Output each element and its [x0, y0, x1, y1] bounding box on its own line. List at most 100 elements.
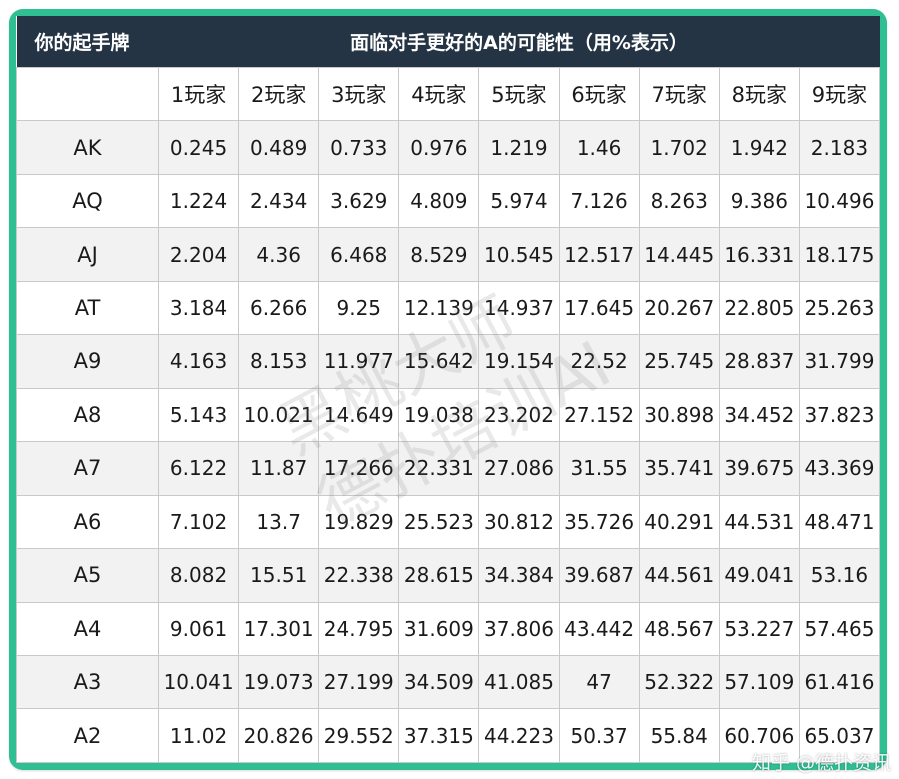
- column-header: 4玩家: [398, 66, 480, 122]
- row-hand-label: AJ: [16, 227, 159, 282]
- table-cell: 17.645: [558, 280, 640, 336]
- table-cell: 37.315: [398, 708, 480, 763]
- table-cell: 27.199: [318, 654, 400, 710]
- column-header: 8玩家: [718, 66, 800, 122]
- table-cell: 18.175: [798, 227, 880, 282]
- table-cell: 57.109: [718, 654, 800, 710]
- table-cell: 16.331: [718, 227, 800, 282]
- table-cell: 41.085: [478, 654, 560, 710]
- table-cell: 8.529: [398, 227, 480, 282]
- table-cell: 28.837: [718, 334, 800, 389]
- table-cell: 43.442: [558, 601, 640, 656]
- table-cell: 31.799: [798, 334, 880, 389]
- column-header: 1玩家: [157, 66, 240, 122]
- table-cell: 60.706: [718, 708, 800, 763]
- table-cell: 24.795: [318, 601, 400, 656]
- table-cell: 8.153: [238, 334, 320, 389]
- table-cell: 6.266: [238, 280, 320, 336]
- table-cell: 1.46: [558, 120, 640, 175]
- column-header: 2玩家: [238, 66, 320, 122]
- table-cell: 0.489: [238, 120, 320, 175]
- table-cell: 31.55: [558, 441, 640, 496]
- table-cell: 61.416: [798, 654, 880, 710]
- table-cell: 27.152: [558, 387, 640, 443]
- table-cell: 22.331: [398, 441, 480, 496]
- row-hand-label: A2: [16, 708, 159, 763]
- table-cell: 12.517: [558, 227, 640, 282]
- column-header: 3玩家: [318, 66, 400, 122]
- table-cell: 52.322: [638, 654, 720, 710]
- table-cell: 53.227: [718, 601, 800, 656]
- table-body: 1玩家 2玩家 3玩家 4玩家 5玩家 6玩家 7玩家 8玩家 9玩家 AK 0.245 0.489…: [16, 66, 880, 763]
- table-cell: 43.369: [798, 441, 880, 496]
- table-cell: 13.7: [238, 494, 320, 550]
- row-hand-label: AT: [16, 280, 159, 336]
- table-cell: 5.974: [478, 173, 560, 229]
- table-cell: 29.552: [318, 708, 400, 763]
- row-hand-label: A8: [16, 387, 159, 443]
- row-hand-label: A3: [16, 654, 159, 710]
- table-cell: 9.061: [157, 601, 240, 656]
- row-hand-label: A6: [16, 494, 159, 550]
- table-cell: 14.445: [638, 227, 720, 282]
- table-row: AJ 2.204 4.36 6.468 8.529 10.545 12.517 14.445 1…: [16, 227, 880, 282]
- table-cell: 14.649: [318, 387, 400, 443]
- table-row: A3 10.041 19.073 27.199 34.509 41.085 47 52.322…: [16, 654, 880, 710]
- table-cell: 10.041: [157, 654, 240, 710]
- table-cell: 22.52: [558, 334, 640, 389]
- table-cell: 30.812: [478, 494, 560, 550]
- table-cell: 44.561: [638, 548, 720, 603]
- table-cell: 49.041: [718, 548, 800, 603]
- table-row: AQ 1.224 2.434 3.629 4.809 5.974 7.126 8.263 9.3…: [16, 173, 880, 229]
- table-panel: 你的起手牌 面临对手更好的A的可能性（用%表示） 1玩家 2玩家 3玩家 4玩家 5玩家…: [16, 16, 880, 763]
- table-cell: 28.615: [398, 548, 480, 603]
- table-cell: 2.183: [798, 120, 880, 175]
- table-cell: 4.163: [157, 334, 240, 389]
- table-cell: 15.642: [398, 334, 480, 389]
- table-cell: 19.829: [318, 494, 400, 550]
- table-cell: 4.36: [238, 227, 320, 282]
- table-cell: 22.338: [318, 548, 400, 603]
- table-cell: 6.468: [318, 227, 400, 282]
- table-row: A2 11.02 20.826 29.552 37.315 44.223 50.37 55.8…: [16, 708, 880, 763]
- table-cell: 17.301: [238, 601, 320, 656]
- table-cell: 65.037: [798, 708, 880, 763]
- table-cell: 1.702: [638, 120, 720, 175]
- table-cell: 5.143: [157, 387, 240, 443]
- table-cell: 53.16: [798, 548, 880, 603]
- table-cell: 34.509: [398, 654, 480, 710]
- table-cell: 19.154: [478, 334, 560, 389]
- table-cell: 9.25: [318, 280, 400, 336]
- table-cell: 3.184: [157, 280, 240, 336]
- table-cell: 39.687: [558, 548, 640, 603]
- row-hand-label: A7: [16, 441, 159, 496]
- table-row: A8 5.143 10.021 14.649 19.038 23.202 27.152 30.…: [16, 387, 880, 443]
- table-cell: 10.496: [798, 173, 880, 229]
- table-cell: 30.898: [638, 387, 720, 443]
- table-cell: 7.102: [157, 494, 240, 550]
- table-cell: 12.139: [398, 280, 480, 336]
- table-cell: 0.733: [318, 120, 400, 175]
- column-header: 6玩家: [558, 66, 640, 122]
- table-cell: 2.204: [157, 227, 240, 282]
- row-hand-label: A9: [16, 334, 159, 389]
- row-hand-label: A4: [16, 601, 159, 656]
- table-cell: 44.223: [478, 708, 560, 763]
- table-cell: 2.434: [238, 173, 320, 229]
- table-cell: 34.452: [718, 387, 800, 443]
- table-cell: 10.021: [238, 387, 320, 443]
- table-frame: 你的起手牌 面临对手更好的A的可能性（用%表示） 1玩家 2玩家 3玩家 4玩家 5玩家…: [9, 9, 887, 770]
- table-title: 面临对手更好的A的可能性（用%表示）: [158, 16, 880, 68]
- table-cell: 37.823: [798, 387, 880, 443]
- table-cell: 19.073: [238, 654, 320, 710]
- title-row: 你的起手牌 面临对手更好的A的可能性（用%表示）: [16, 16, 880, 68]
- corner-label: 你的起手牌: [16, 16, 159, 68]
- table-cell: 40.291: [638, 494, 720, 550]
- table-cell: 8.263: [638, 173, 720, 229]
- row-hand-label: AK: [16, 120, 159, 175]
- table-cell: 20.267: [638, 280, 720, 336]
- table-cell: 39.675: [718, 441, 800, 496]
- table-row: A6 7.102 13.7 19.829 25.523 30.812 35.726 40.29…: [16, 494, 880, 550]
- table-cell: 3.629: [318, 173, 400, 229]
- empty-header-cell: [16, 66, 159, 122]
